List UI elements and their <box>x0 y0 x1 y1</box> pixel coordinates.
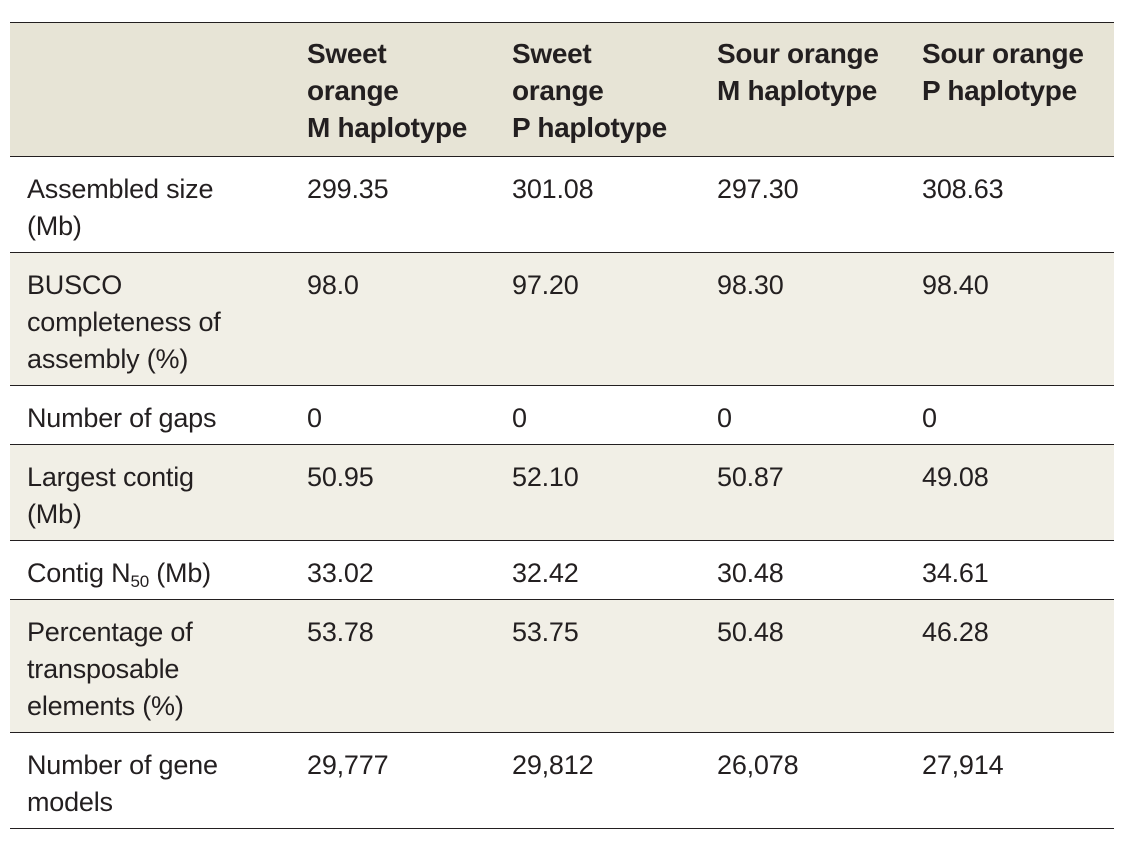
table-cell: 97.20 <box>496 252 701 386</box>
table-cell: 29,812 <box>496 732 701 829</box>
table-cell: 46.28 <box>906 599 1114 733</box>
table-cell: 98.0 <box>291 252 496 386</box>
table-cell: 27,914 <box>906 732 1114 829</box>
header-sweet-orange-p: Sweet orange P haplotype <box>496 22 701 157</box>
table-cell: 0 <box>291 385 496 445</box>
header-row: Sweet orange M haplotype Sweet orange P … <box>10 22 1114 157</box>
table-cell: 0 <box>701 385 906 445</box>
table-cell: 26,078 <box>701 732 906 829</box>
row-label-prefix: Contig N <box>27 558 131 588</box>
table-cell: 30.48 <box>701 540 906 600</box>
table-cell: 0 <box>906 385 1114 445</box>
row-label: Contig N50 (Mb) <box>10 540 291 600</box>
table-cell: 52.10 <box>496 444 701 541</box>
table-row-assembled-size: Assembled size (Mb) 299.35 301.08 297.30… <box>10 156 1114 253</box>
header-sour-orange-m: Sour orange M haplotype <box>701 22 906 157</box>
table-row-gaps: Number of gaps 0 0 0 0 <box>10 385 1114 445</box>
row-label-suffix: (Mb) <box>148 558 211 588</box>
table-row-busco: BUSCO completeness of assembly (%) 98.0 … <box>10 252 1114 386</box>
table-cell: 301.08 <box>496 156 701 253</box>
table-cell: 53.78 <box>291 599 496 733</box>
table-cell: 297.30 <box>701 156 906 253</box>
table-cell: 49.08 <box>906 444 1114 541</box>
table-cell: 32.42 <box>496 540 701 600</box>
header-empty-cell <box>10 22 291 157</box>
table-cell: 98.40 <box>906 252 1114 386</box>
row-label: Percentage of transposable elements (%) <box>10 599 291 733</box>
table-cell: 50.95 <box>291 444 496 541</box>
row-label: BUSCO completeness of assembly (%) <box>10 252 291 386</box>
header-sour-orange-p: Sour orange P haplotype <box>906 22 1114 157</box>
table-cell: 50.87 <box>701 444 906 541</box>
table-row-transposable-elements: Percentage of transposable elements (%) … <box>10 599 1114 733</box>
row-label: Assembled size (Mb) <box>10 156 291 253</box>
header-sweet-orange-m: Sweet orange M haplotype <box>291 22 496 157</box>
row-label: Number of gaps <box>10 385 291 445</box>
table-cell: 0 <box>496 385 701 445</box>
table-cell: 34.61 <box>906 540 1114 600</box>
table-cell: 98.30 <box>701 252 906 386</box>
table-row-contig-n50: Contig N50 (Mb) 33.02 32.42 30.48 34.61 <box>10 540 1114 600</box>
n50-subscript: 50 <box>130 572 149 591</box>
table-cell: 53.75 <box>496 599 701 733</box>
table-cell: 308.63 <box>906 156 1114 253</box>
row-label: Largest contig (Mb) <box>10 444 291 541</box>
table-cell: 33.02 <box>291 540 496 600</box>
table-row-largest-contig: Largest contig (Mb) 50.95 52.10 50.87 49… <box>10 444 1114 541</box>
assembly-stats-table: Sweet orange M haplotype Sweet orange P … <box>10 22 1114 829</box>
table-row-gene-models: Number of gene models 29,777 29,812 26,0… <box>10 732 1114 829</box>
table-cell: 299.35 <box>291 156 496 253</box>
assembly-stats-table-container: Sweet orange M haplotype Sweet orange P … <box>10 22 1114 829</box>
table-cell: 50.48 <box>701 599 906 733</box>
table-cell: 29,777 <box>291 732 496 829</box>
row-label: Number of gene models <box>10 732 291 829</box>
